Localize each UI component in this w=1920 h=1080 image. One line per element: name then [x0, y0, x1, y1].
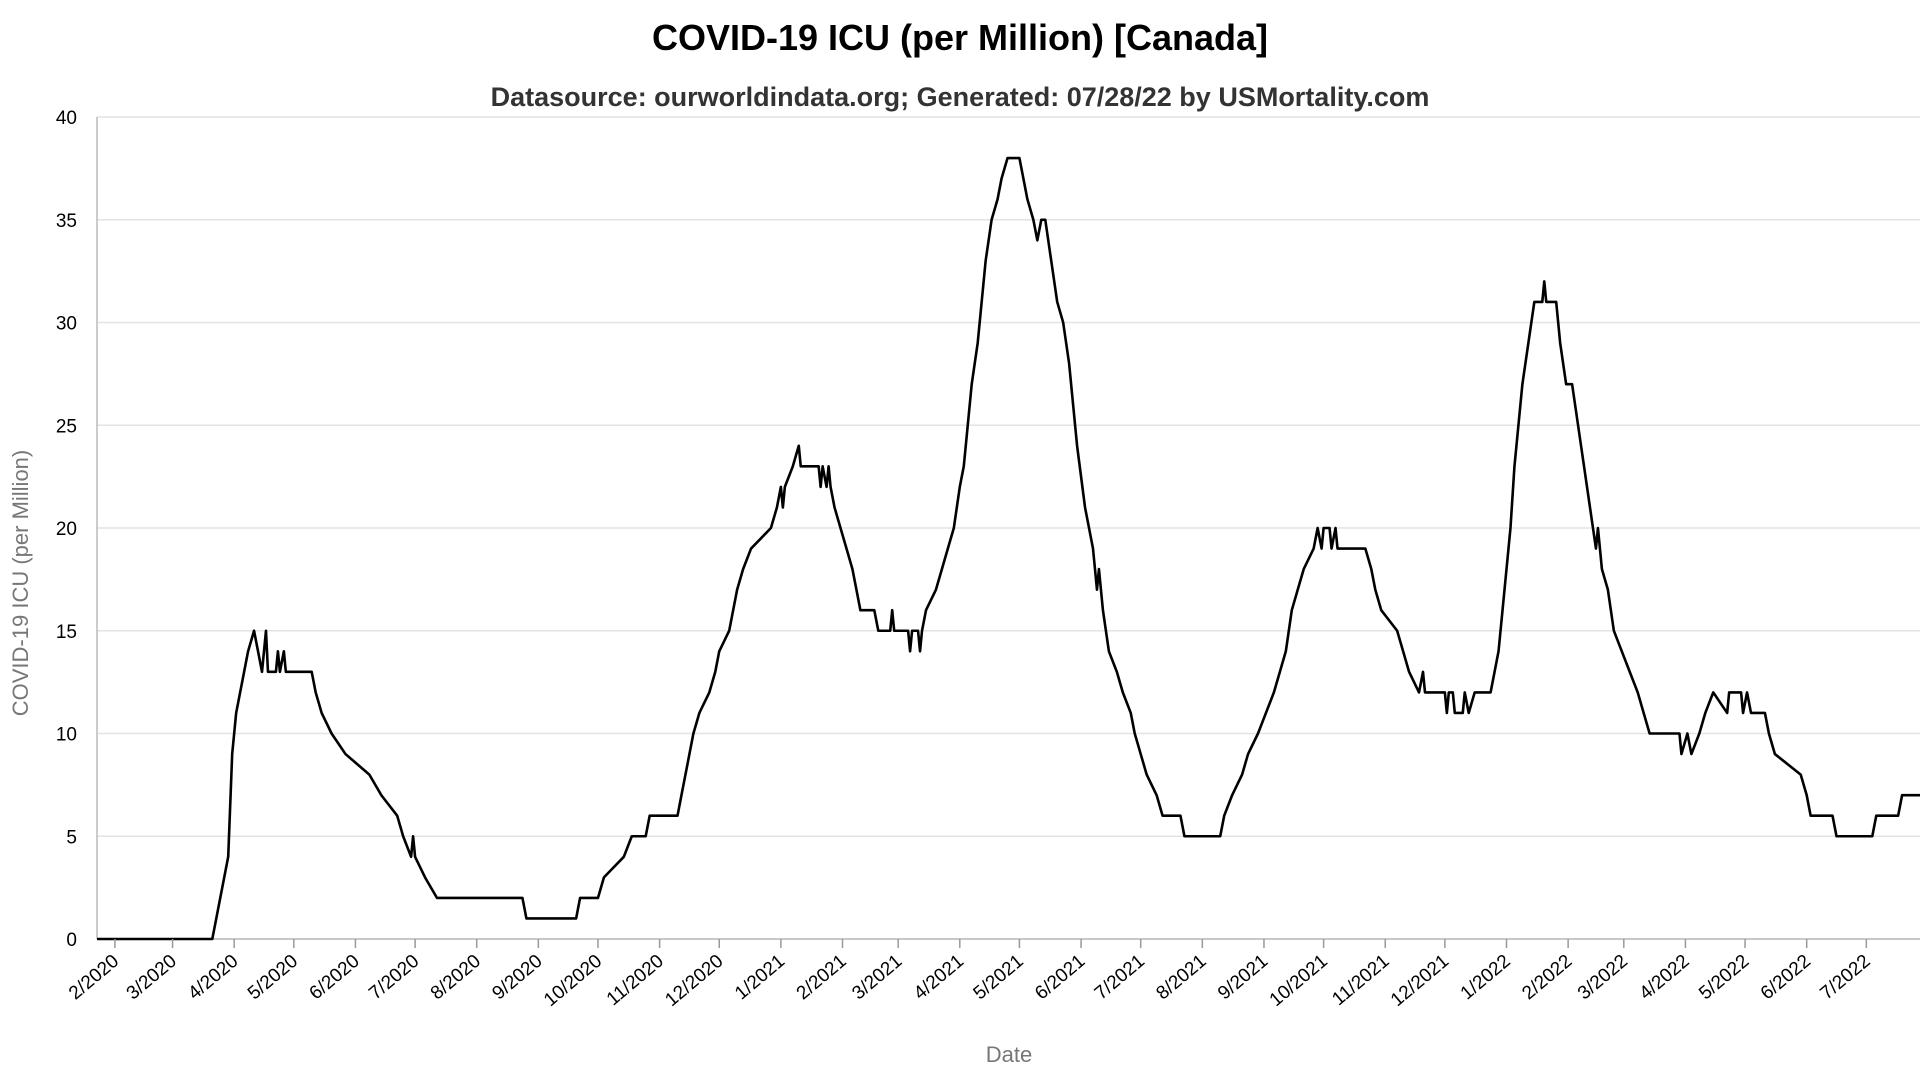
x-tick-label: 4/2020 [184, 951, 242, 1004]
series-line-0 [97, 156, 1920, 941]
x-tick-label: 7/2021 [1091, 951, 1149, 1004]
x-tick-label: 1/2021 [731, 951, 789, 1004]
x-tick-label: 12/2021 [1387, 951, 1453, 1011]
y-axis-title: COVID-19 ICU (per Million) [8, 450, 33, 717]
axes [96, 117, 1920, 940]
y-tick-label: 15 [56, 622, 77, 643]
x-tick-label: 2/2021 [793, 951, 851, 1004]
x-tick-label: 10/2021 [1266, 951, 1332, 1011]
y-tick-label: 25 [56, 416, 77, 437]
y-tick-label: 10 [56, 725, 77, 746]
y-axis-ticks: 0 5 10 15 20 25 30 35 40 [56, 108, 77, 951]
chart-title: COVID-19 ICU (per Million) [Canada] [652, 17, 1268, 58]
x-tick-label: 4/2022 [1636, 951, 1694, 1004]
x-tick-label: 5/2022 [1695, 951, 1753, 1004]
y-tick-label: 0 [66, 930, 77, 951]
gridlines [97, 116, 1920, 940]
x-tick-label: 11/2020 [603, 951, 668, 1010]
y-tick-label: 30 [56, 314, 77, 335]
series-layer [97, 156, 1920, 941]
x-tick-label: 5/2020 [244, 951, 302, 1004]
y-tick-label: 40 [56, 108, 77, 129]
x-axis-title: Date [986, 1042, 1032, 1067]
x-tick-label: 12/2020 [661, 951, 727, 1011]
x-tick-label: 2/2020 [65, 951, 123, 1004]
x-tick-label: 6/2022 [1757, 951, 1815, 1004]
x-tick-label: 7/2022 [1817, 951, 1875, 1004]
y-tick-label: 35 [56, 211, 77, 232]
x-tick-label: 8/2020 [427, 951, 485, 1004]
x-tick-label: 7/2020 [365, 951, 423, 1004]
x-tick-label: 2/2022 [1518, 951, 1576, 1004]
x-tick-label: 11/2021 [1328, 951, 1393, 1010]
x-tick-label: 3/2022 [1574, 951, 1632, 1004]
x-tick-label: 6/2021 [1031, 951, 1089, 1004]
x-tick-label: 4/2021 [910, 951, 968, 1004]
x-tick-label: 8/2021 [1153, 951, 1211, 1004]
x-tick-label: 10/2020 [540, 951, 606, 1011]
x-tick-label: 3/2020 [123, 951, 181, 1004]
y-tick-label: 20 [56, 519, 77, 540]
x-tick-label: 5/2021 [970, 951, 1028, 1004]
y-tick-label: 5 [66, 827, 77, 848]
x-tick-label: 1/2022 [1457, 951, 1515, 1004]
x-tick-label: 6/2020 [306, 951, 364, 1004]
chart-subtitle: Datasource: ourworldindata.org; Generate… [491, 82, 1430, 112]
x-tick-label: 9/2021 [1214, 951, 1272, 1004]
x-tick-label: 3/2021 [848, 951, 906, 1004]
x-axis-ticks: 2/2020 3/2020 4/2020 5/2020 6/2020 7/2020 8/20… [65, 939, 1875, 1011]
x-tick-label: 9/2020 [489, 951, 547, 1004]
